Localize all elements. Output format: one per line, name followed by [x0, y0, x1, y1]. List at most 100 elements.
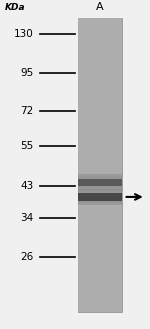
FancyBboxPatch shape [78, 135, 122, 139]
Text: KDa: KDa [4, 3, 25, 12]
Text: 130: 130 [14, 29, 34, 39]
FancyBboxPatch shape [78, 168, 122, 172]
FancyBboxPatch shape [78, 293, 122, 297]
FancyBboxPatch shape [78, 249, 122, 253]
FancyBboxPatch shape [78, 216, 122, 220]
FancyBboxPatch shape [78, 205, 122, 209]
FancyBboxPatch shape [78, 174, 122, 179]
FancyBboxPatch shape [78, 245, 122, 249]
FancyBboxPatch shape [78, 124, 122, 128]
FancyBboxPatch shape [78, 142, 122, 147]
FancyBboxPatch shape [78, 189, 122, 194]
Text: 72: 72 [21, 106, 34, 116]
FancyBboxPatch shape [78, 223, 122, 227]
FancyBboxPatch shape [78, 98, 122, 103]
FancyBboxPatch shape [78, 300, 122, 304]
FancyBboxPatch shape [78, 179, 122, 183]
FancyBboxPatch shape [78, 184, 122, 189]
FancyBboxPatch shape [78, 33, 122, 37]
FancyBboxPatch shape [78, 47, 122, 51]
FancyBboxPatch shape [78, 157, 122, 162]
FancyBboxPatch shape [78, 153, 122, 158]
FancyBboxPatch shape [78, 194, 122, 198]
Text: 26: 26 [21, 252, 34, 263]
Text: 95: 95 [21, 67, 34, 78]
FancyBboxPatch shape [78, 88, 122, 92]
FancyBboxPatch shape [78, 212, 122, 216]
FancyBboxPatch shape [78, 106, 122, 110]
FancyBboxPatch shape [78, 190, 122, 194]
FancyBboxPatch shape [78, 36, 122, 40]
FancyBboxPatch shape [78, 186, 122, 191]
FancyBboxPatch shape [78, 172, 122, 176]
FancyBboxPatch shape [78, 150, 122, 154]
FancyBboxPatch shape [78, 76, 122, 81]
FancyBboxPatch shape [78, 200, 122, 205]
Text: 43: 43 [21, 181, 34, 191]
FancyBboxPatch shape [78, 227, 122, 231]
FancyBboxPatch shape [78, 267, 122, 271]
FancyBboxPatch shape [78, 29, 122, 33]
FancyBboxPatch shape [78, 43, 122, 48]
FancyBboxPatch shape [78, 84, 122, 88]
FancyBboxPatch shape [78, 230, 122, 235]
FancyBboxPatch shape [78, 51, 122, 55]
FancyBboxPatch shape [78, 289, 122, 293]
FancyBboxPatch shape [78, 241, 122, 246]
FancyBboxPatch shape [78, 128, 122, 132]
FancyBboxPatch shape [78, 260, 122, 264]
FancyBboxPatch shape [78, 69, 122, 73]
FancyBboxPatch shape [78, 117, 122, 121]
FancyBboxPatch shape [78, 54, 122, 59]
FancyBboxPatch shape [78, 197, 122, 202]
FancyBboxPatch shape [78, 146, 122, 150]
FancyBboxPatch shape [78, 264, 122, 268]
FancyBboxPatch shape [78, 40, 122, 44]
FancyBboxPatch shape [78, 102, 122, 106]
FancyBboxPatch shape [78, 25, 122, 29]
FancyBboxPatch shape [78, 234, 122, 238]
FancyBboxPatch shape [78, 183, 122, 187]
Text: 34: 34 [21, 213, 34, 223]
FancyBboxPatch shape [78, 62, 122, 66]
FancyBboxPatch shape [78, 201, 122, 205]
FancyBboxPatch shape [78, 21, 122, 26]
FancyBboxPatch shape [78, 278, 122, 282]
FancyBboxPatch shape [78, 198, 122, 203]
FancyBboxPatch shape [78, 304, 122, 308]
FancyBboxPatch shape [78, 282, 122, 286]
FancyBboxPatch shape [78, 307, 122, 312]
FancyBboxPatch shape [78, 131, 122, 136]
FancyBboxPatch shape [78, 113, 122, 117]
FancyBboxPatch shape [78, 256, 122, 260]
FancyBboxPatch shape [78, 187, 122, 191]
FancyBboxPatch shape [78, 80, 122, 85]
FancyBboxPatch shape [78, 164, 122, 169]
FancyBboxPatch shape [78, 95, 122, 99]
FancyBboxPatch shape [78, 161, 122, 165]
FancyBboxPatch shape [78, 190, 122, 196]
FancyBboxPatch shape [78, 274, 122, 279]
FancyBboxPatch shape [78, 91, 122, 95]
FancyBboxPatch shape [78, 18, 122, 22]
FancyBboxPatch shape [78, 175, 122, 180]
FancyBboxPatch shape [78, 65, 122, 70]
FancyBboxPatch shape [78, 58, 122, 63]
Text: 55: 55 [21, 141, 34, 151]
FancyBboxPatch shape [78, 179, 122, 186]
FancyBboxPatch shape [78, 139, 122, 143]
FancyBboxPatch shape [78, 73, 122, 77]
FancyBboxPatch shape [78, 110, 122, 114]
FancyBboxPatch shape [78, 208, 122, 213]
FancyBboxPatch shape [78, 219, 122, 224]
FancyBboxPatch shape [78, 238, 122, 242]
FancyBboxPatch shape [78, 18, 122, 312]
FancyBboxPatch shape [78, 176, 122, 181]
FancyBboxPatch shape [78, 296, 122, 301]
FancyBboxPatch shape [78, 285, 122, 290]
FancyBboxPatch shape [78, 120, 122, 125]
FancyBboxPatch shape [78, 193, 122, 201]
Text: A: A [96, 2, 104, 12]
FancyBboxPatch shape [78, 252, 122, 257]
FancyBboxPatch shape [78, 271, 122, 275]
